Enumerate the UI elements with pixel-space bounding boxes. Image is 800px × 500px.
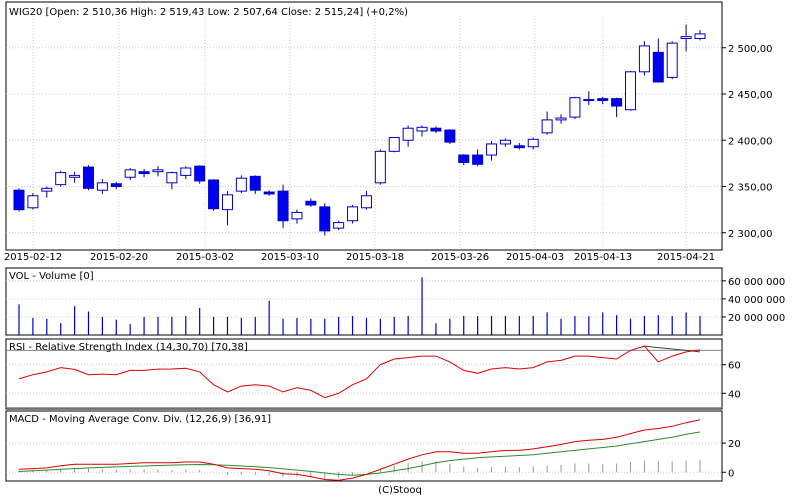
candle-body	[194, 165, 206, 182]
date-tick-label: 2015-03-10	[261, 252, 319, 263]
candle-body	[82, 166, 94, 189]
date-tick-label: 2015-04-13	[574, 252, 632, 263]
candle-body	[444, 129, 456, 143]
price-chart-title: WIG20 [Open: 2 510,36 High: 2 519,43 Low…	[9, 7, 408, 18]
price-y-tick-label: 2 300,00	[728, 229, 773, 240]
macd-y-tick-label: 20	[728, 439, 741, 450]
candle-body	[347, 206, 359, 222]
price-y-tick-label: 2 450,00	[728, 90, 773, 101]
volume-y-tick-label: 20 000 000	[728, 313, 785, 324]
date-tick-label: 2015-04-21	[657, 252, 715, 263]
candle-body	[541, 119, 553, 134]
candle-body	[263, 191, 275, 195]
volume-y-tick-label: 40 000 000	[728, 295, 785, 306]
candle-body	[402, 127, 414, 141]
price-y-tick-label: 2 500,00	[728, 44, 773, 55]
candle-body	[69, 174, 81, 178]
candle-body	[597, 98, 609, 101]
macd-y-tick-label: 0	[728, 468, 734, 479]
candle-body	[458, 154, 470, 163]
candle-body	[277, 190, 289, 222]
date-tick-label: 2015-03-26	[431, 252, 489, 263]
rsi-panel-frame	[5, 338, 723, 410]
candle-body	[694, 33, 706, 39]
candle-body	[638, 45, 650, 73]
candle-body	[124, 169, 136, 178]
candle-body	[652, 51, 664, 83]
price-y-tick-label: 2 400,00	[728, 136, 773, 147]
candle-body	[305, 200, 317, 206]
candle-body	[138, 171, 150, 175]
volume-chart-title: VOL - Volume [0]	[9, 271, 94, 282]
candle-body	[430, 127, 442, 132]
candle-body	[291, 211, 303, 220]
candle-body	[235, 177, 247, 192]
candle-body	[499, 139, 511, 145]
candle-body	[319, 206, 331, 232]
macd-chart-title: MACD - Moving Average Conv. Div. (12,26,…	[9, 414, 271, 425]
date-tick-label: 2015-02-20	[90, 252, 148, 263]
candle-body	[41, 187, 53, 192]
candle-body	[166, 172, 178, 184]
date-tick-label: 2015-03-18	[346, 252, 404, 263]
rsi-line	[18, 345, 701, 399]
candle-body	[388, 136, 400, 152]
candle-body	[666, 42, 678, 78]
macd-signal-line	[18, 431, 701, 476]
date-tick-label: 2015-02-12	[4, 252, 62, 263]
candle-body	[680, 36, 692, 40]
price-panel-frame	[5, 1, 723, 251]
candle-body	[625, 71, 637, 111]
candle-body	[513, 145, 525, 149]
candle-body	[249, 175, 261, 191]
candle-body	[527, 138, 539, 148]
stock-chart: 2 300,00 2 350,00 2 400,00 2 450,00 2 500,00…	[4, 1, 785, 482]
rsi-y-tick-label: 40	[728, 389, 741, 400]
candle-body	[96, 182, 108, 191]
candle-body	[374, 150, 386, 184]
macd-line	[18, 419, 701, 481]
rsi-chart-title: RSI - Relative Strength Index (14,30,70)…	[9, 342, 248, 353]
candle-body	[611, 98, 623, 107]
candle-body	[333, 222, 345, 229]
candle-body	[416, 126, 428, 132]
rsi-y-tick-label: 60	[728, 361, 741, 372]
volume-y-tick-label: 60 000 000	[728, 277, 785, 288]
macd-panel-frame	[5, 410, 723, 482]
candle-body	[221, 194, 233, 211]
candle-body	[583, 99, 595, 102]
candle-body	[152, 169, 164, 173]
candle-body	[555, 117, 567, 121]
candle-body	[27, 195, 39, 209]
candle-body	[13, 189, 25, 211]
candle-body	[208, 179, 220, 210]
price-y-tick-label: 2 350,00	[728, 183, 773, 194]
date-tick-label: 2015-04-03	[506, 252, 564, 263]
candle-body	[472, 154, 484, 165]
candle-body	[55, 172, 67, 186]
candle-body	[180, 167, 192, 176]
candle-body	[110, 183, 122, 188]
volume-panel-frame	[5, 267, 723, 336]
date-tick-label: 2015-03-02	[176, 252, 234, 263]
candle-body	[360, 195, 372, 209]
candle-body	[486, 143, 498, 156]
candle-body	[569, 97, 581, 118]
copyright-footer: (C)Stooq	[378, 485, 422, 496]
